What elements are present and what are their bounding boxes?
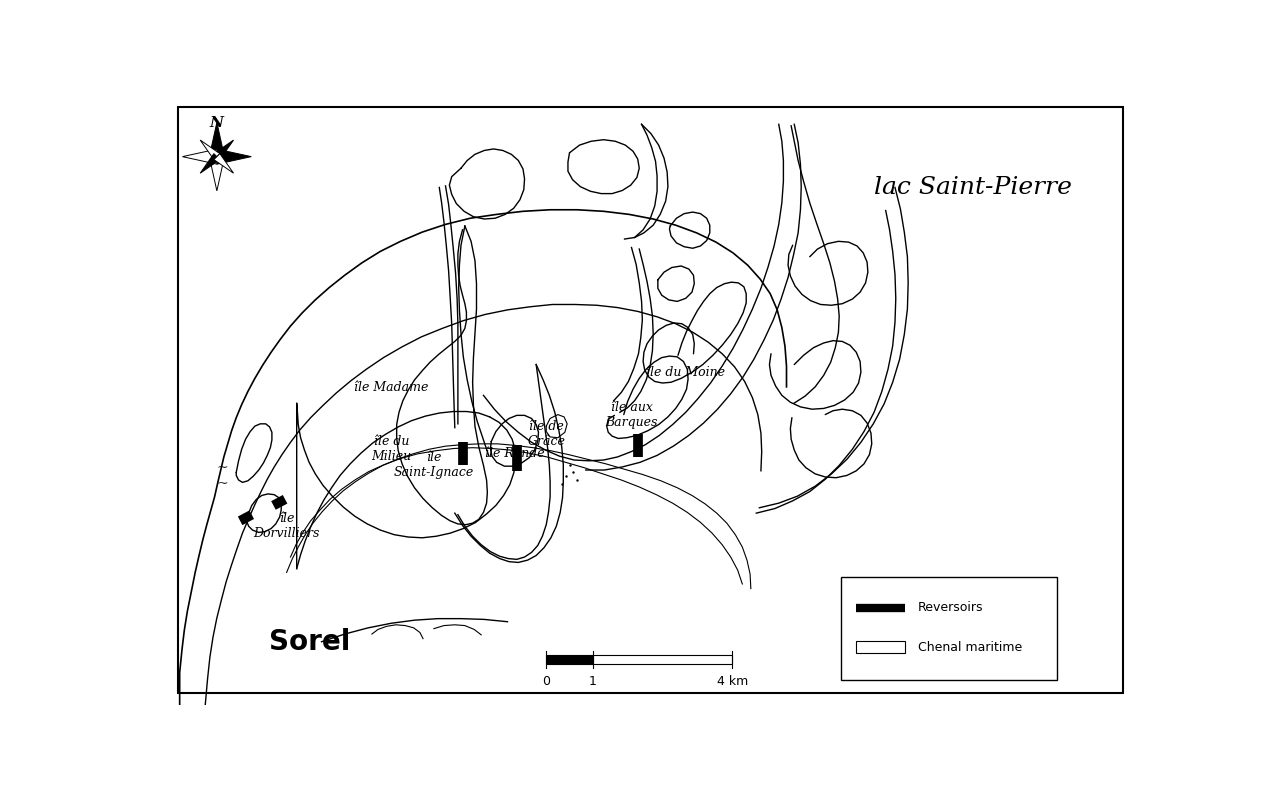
- Bar: [593, 654, 733, 664]
- Text: île du
Milieu: île du Milieu: [371, 436, 411, 463]
- Polygon shape: [217, 149, 251, 164]
- Text: île du Moine: île du Moine: [646, 366, 725, 379]
- Text: Chenal maritime: Chenal maritime: [917, 641, 1022, 653]
- Text: île Ronde: île Ronde: [485, 447, 545, 459]
- Bar: [841, 577, 1058, 680]
- Polygon shape: [183, 149, 217, 164]
- Polygon shape: [213, 154, 234, 173]
- Polygon shape: [201, 154, 220, 173]
- Text: île Madame: île Madame: [354, 381, 428, 394]
- Text: île aux
Barques: île aux Barques: [606, 401, 658, 428]
- Bar: [856, 641, 904, 653]
- Polygon shape: [210, 157, 225, 191]
- Text: Sorel: Sorel: [269, 628, 351, 656]
- Polygon shape: [213, 140, 234, 160]
- Text: île de
Grâce: île de Grâce: [527, 420, 565, 447]
- Text: 0: 0: [542, 676, 550, 688]
- Bar: [546, 654, 593, 664]
- Text: Reversoirs: Reversoirs: [917, 601, 983, 614]
- Text: N: N: [210, 116, 224, 130]
- Text: 1: 1: [589, 676, 597, 688]
- Text: ~
~: ~ ~: [216, 461, 229, 491]
- Text: lac Saint-Pierre: lac Saint-Pierre: [874, 176, 1072, 199]
- Polygon shape: [201, 140, 220, 160]
- Text: île
Saint-Ignace: île Saint-Ignace: [394, 451, 474, 478]
- Text: île
Dorvilliers: île Dorvilliers: [254, 512, 320, 540]
- Text: 4 km: 4 km: [716, 676, 748, 688]
- Polygon shape: [210, 123, 225, 157]
